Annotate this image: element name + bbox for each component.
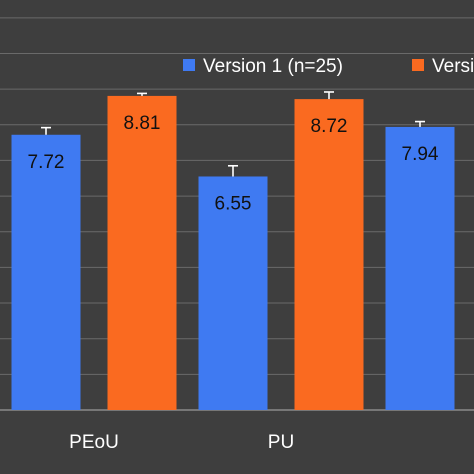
value-label-series2-cat1: 8.81 (124, 113, 161, 134)
legend: Version 1 (n=25) Versi (183, 56, 474, 77)
value-label-series1-cat1: 7.72 (28, 152, 65, 173)
value-label-series1-cat3: 7.94 (402, 144, 439, 165)
category-label-1: PEoU (69, 432, 119, 453)
value-label-series2-cat2: 8.72 (311, 116, 348, 137)
bar-series2-cat2 (294, 99, 364, 411)
category-labels: PEoU PU (69, 432, 294, 453)
category-label-2: PU (268, 432, 294, 453)
legend-label-series2: Versi (432, 56, 474, 77)
legend-label-series1: Version 1 (n=25) (203, 56, 343, 77)
legend-swatch-series2 (412, 59, 424, 71)
bar-series1-cat2 (198, 176, 268, 410)
bars: 7.72 6.55 7.94 8.81 8.72 (11, 91, 455, 411)
value-label-series1-cat2: 6.55 (215, 193, 252, 214)
legend-swatch-series1 (183, 59, 195, 71)
bar-series1-cat3 (385, 126, 455, 410)
bar-series1-cat1 (11, 134, 81, 411)
bar-series2-cat1 (107, 95, 177, 410)
